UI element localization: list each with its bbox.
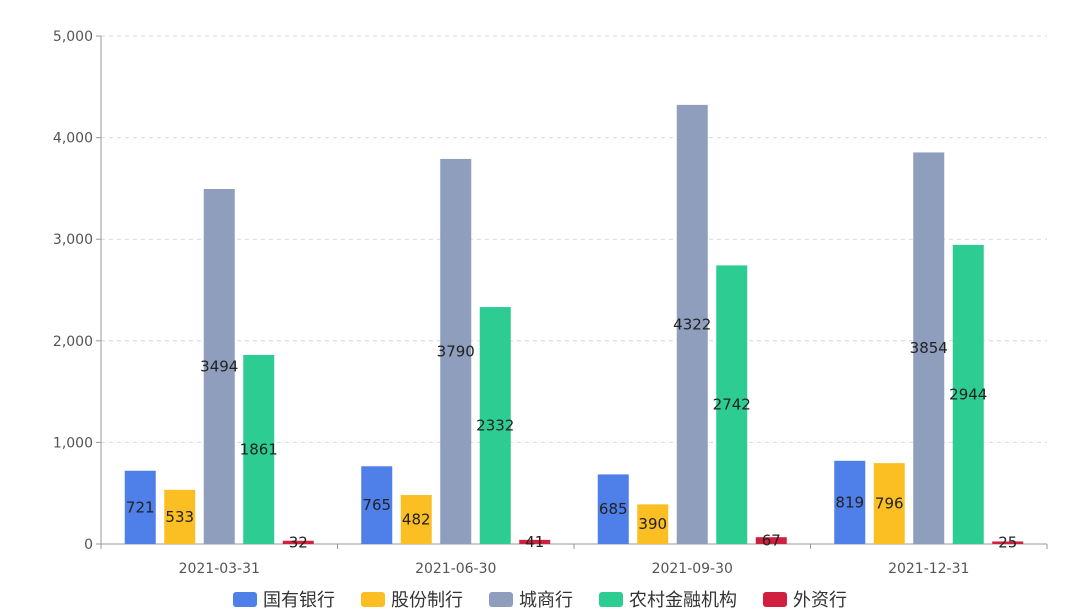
data-label: 2944 [949, 385, 987, 403]
legend-label: 外资行 [793, 590, 847, 611]
data-label: 533 [165, 508, 194, 526]
legend-swatch [489, 591, 513, 607]
bar [637, 504, 669, 544]
data-label: 2332 [476, 417, 514, 435]
x-tick-label: 2021-06-30 [415, 561, 496, 577]
legend-label: 城商行 [519, 590, 573, 611]
y-tick-label: 0 [84, 537, 93, 553]
legend-swatch [361, 591, 385, 607]
data-label: 4322 [673, 315, 711, 333]
data-label: 25 [998, 534, 1017, 552]
legend: 国有银行 股份制行 城商行 农村金融机构 外资行 [0, 586, 1080, 612]
legend-item[interactable]: 股份制行 [361, 586, 463, 612]
bar [243, 354, 275, 544]
y-tick-label: 3,000 [53, 232, 93, 248]
data-label: 721 [126, 498, 155, 516]
x-axis: 2021-03-31 2021-06-30 2021-09-30 2021-12-31 [100, 543, 1048, 577]
legend-item[interactable]: 外资行 [763, 586, 847, 612]
data-label: 41 [525, 533, 544, 551]
legend-label: 股份制行 [391, 590, 463, 611]
y-axis: 0 1,000 2,000 3,000 4,000 5,000 [53, 29, 102, 553]
y-tick-label: 2,000 [53, 334, 93, 350]
legend-label: 国有银行 [263, 590, 335, 611]
x-tick-label: 2021-12-31 [888, 561, 969, 577]
legend-swatch [599, 591, 623, 607]
data-label: 3494 [200, 358, 238, 376]
bar [124, 470, 156, 544]
bar [164, 489, 196, 544]
data-label: 3854 [910, 339, 948, 357]
bar [479, 307, 511, 544]
bar [716, 265, 748, 544]
y-tick-label: 5,000 [53, 29, 93, 45]
data-label: 67 [762, 532, 781, 550]
data-label: 482 [402, 511, 431, 529]
bar [952, 244, 984, 545]
y-tick-label: 4,000 [53, 131, 93, 147]
gridlines [101, 35, 1047, 443]
legend-item[interactable]: 国有银行 [233, 586, 335, 612]
data-label: 3790 [437, 342, 475, 360]
bar [361, 466, 393, 544]
data-label: 685 [599, 500, 628, 518]
legend-item[interactable]: 城商行 [489, 586, 573, 612]
data-label: 796 [875, 495, 904, 513]
bar [400, 495, 432, 544]
bar [282, 540, 314, 544]
bar [597, 474, 629, 544]
legend-swatch [233, 591, 257, 607]
y-tick-label: 1,000 [53, 435, 93, 451]
data-label: 1861 [240, 440, 278, 458]
bar [834, 460, 866, 544]
data-label: 390 [638, 515, 667, 533]
bar [913, 152, 945, 544]
data-label: 765 [362, 496, 391, 514]
bar-series [124, 104, 1024, 545]
bar [755, 537, 787, 544]
data-labels: 721 765 685 819 533 482 390 796 3494 3790 4322 3854… [126, 315, 1017, 551]
data-label: 819 [835, 493, 864, 511]
bar [203, 189, 235, 545]
x-tick-label: 2021-09-30 [652, 561, 733, 577]
x-tick-label: 2021-03-31 [179, 561, 260, 577]
legend-swatch [763, 591, 787, 607]
legend-item[interactable]: 农村金融机构 [599, 586, 737, 612]
bar [676, 104, 708, 545]
bar [992, 541, 1024, 544]
data-label: 32 [289, 533, 308, 551]
data-label: 2742 [713, 396, 751, 414]
bar [519, 539, 551, 544]
legend-label: 农村金融机构 [629, 590, 737, 611]
bar [873, 463, 905, 544]
bar [440, 158, 472, 544]
